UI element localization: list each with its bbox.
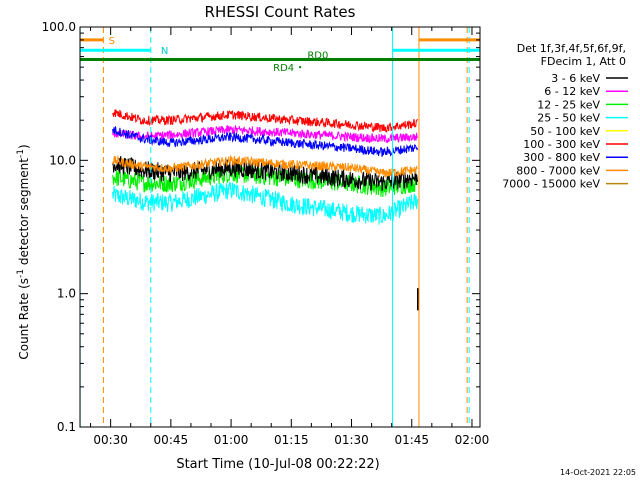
legend-label-2: 12 - 25 keV (537, 98, 600, 111)
series-line-6 (112, 126, 419, 157)
legend-label-6: 300 - 800 keV (523, 151, 600, 164)
y-tick-label-3: 100.0 (42, 20, 76, 34)
x-tick-label-2: 01:00 (214, 433, 249, 447)
bar-label-n: N (161, 46, 168, 57)
legend-label-3: 25 - 50 keV (537, 112, 600, 125)
y-tick-label-0: 0.1 (57, 420, 76, 434)
overlay-layer: S N RD0 RD4 (79, 27, 480, 427)
legend-header-0: Det 1f,3f,4f,5f,6f,9f, (517, 42, 626, 55)
x-tick-label-5: 01:45 (394, 433, 429, 447)
axes-layer: 0.1 1.0 10.0 100.0 00:30 00:45 01:00 01:15 01:30… (42, 20, 490, 447)
legend-header-1: FDecim 1, Att 0 (541, 55, 626, 68)
x-tick-label-0: 00:30 (93, 433, 128, 447)
rd4-label: RD4 (273, 63, 294, 74)
x-tick-label-6: 02:00 (455, 433, 490, 447)
series-line-5 (112, 109, 418, 133)
legend: Det 1f,3f,4f,5f,6f,9f,FDecim 1, Att 0 3 -… (502, 42, 628, 191)
series-layer (112, 109, 419, 311)
timestamp: 14-Oct-2021 22:05 (560, 468, 636, 477)
bar-label-s: S (109, 36, 115, 47)
plot-frame (79, 26, 481, 428)
series-line-3 (112, 181, 419, 225)
y-tick-label-2: 10.0 (49, 153, 76, 167)
series-line-1 (112, 125, 419, 144)
legend-label-4: 50 - 100 keV (530, 125, 600, 138)
x-tick-label-3: 01:15 (274, 433, 309, 447)
legend-label-0: 3 - 6 keV (551, 72, 600, 85)
series-line-0 (112, 156, 419, 191)
x-tick-label-1: 00:45 (154, 433, 189, 447)
y-axis-label: Count Rate (s-1 detector segment-1) (16, 144, 31, 359)
bar-label-rd0: RD0 (307, 51, 328, 62)
x-axis-label: Start Time (10-Jul-08 00:22:22) (176, 457, 379, 472)
x-tick-label-4: 01:30 (334, 433, 369, 447)
legend-label-5: 100 - 300 keV (523, 138, 600, 151)
rd4-marker (299, 66, 302, 69)
y-tick-label-1: 1.0 (57, 287, 76, 301)
legend-label-1: 6 - 12 keV (544, 85, 600, 98)
chart-title: RHESSI Count Rates (205, 3, 356, 21)
legend-label-7: 800 - 7000 keV (516, 164, 600, 177)
series-line-7 (112, 154, 418, 178)
legend-label-8: 7000 - 15000 keV (502, 178, 600, 191)
